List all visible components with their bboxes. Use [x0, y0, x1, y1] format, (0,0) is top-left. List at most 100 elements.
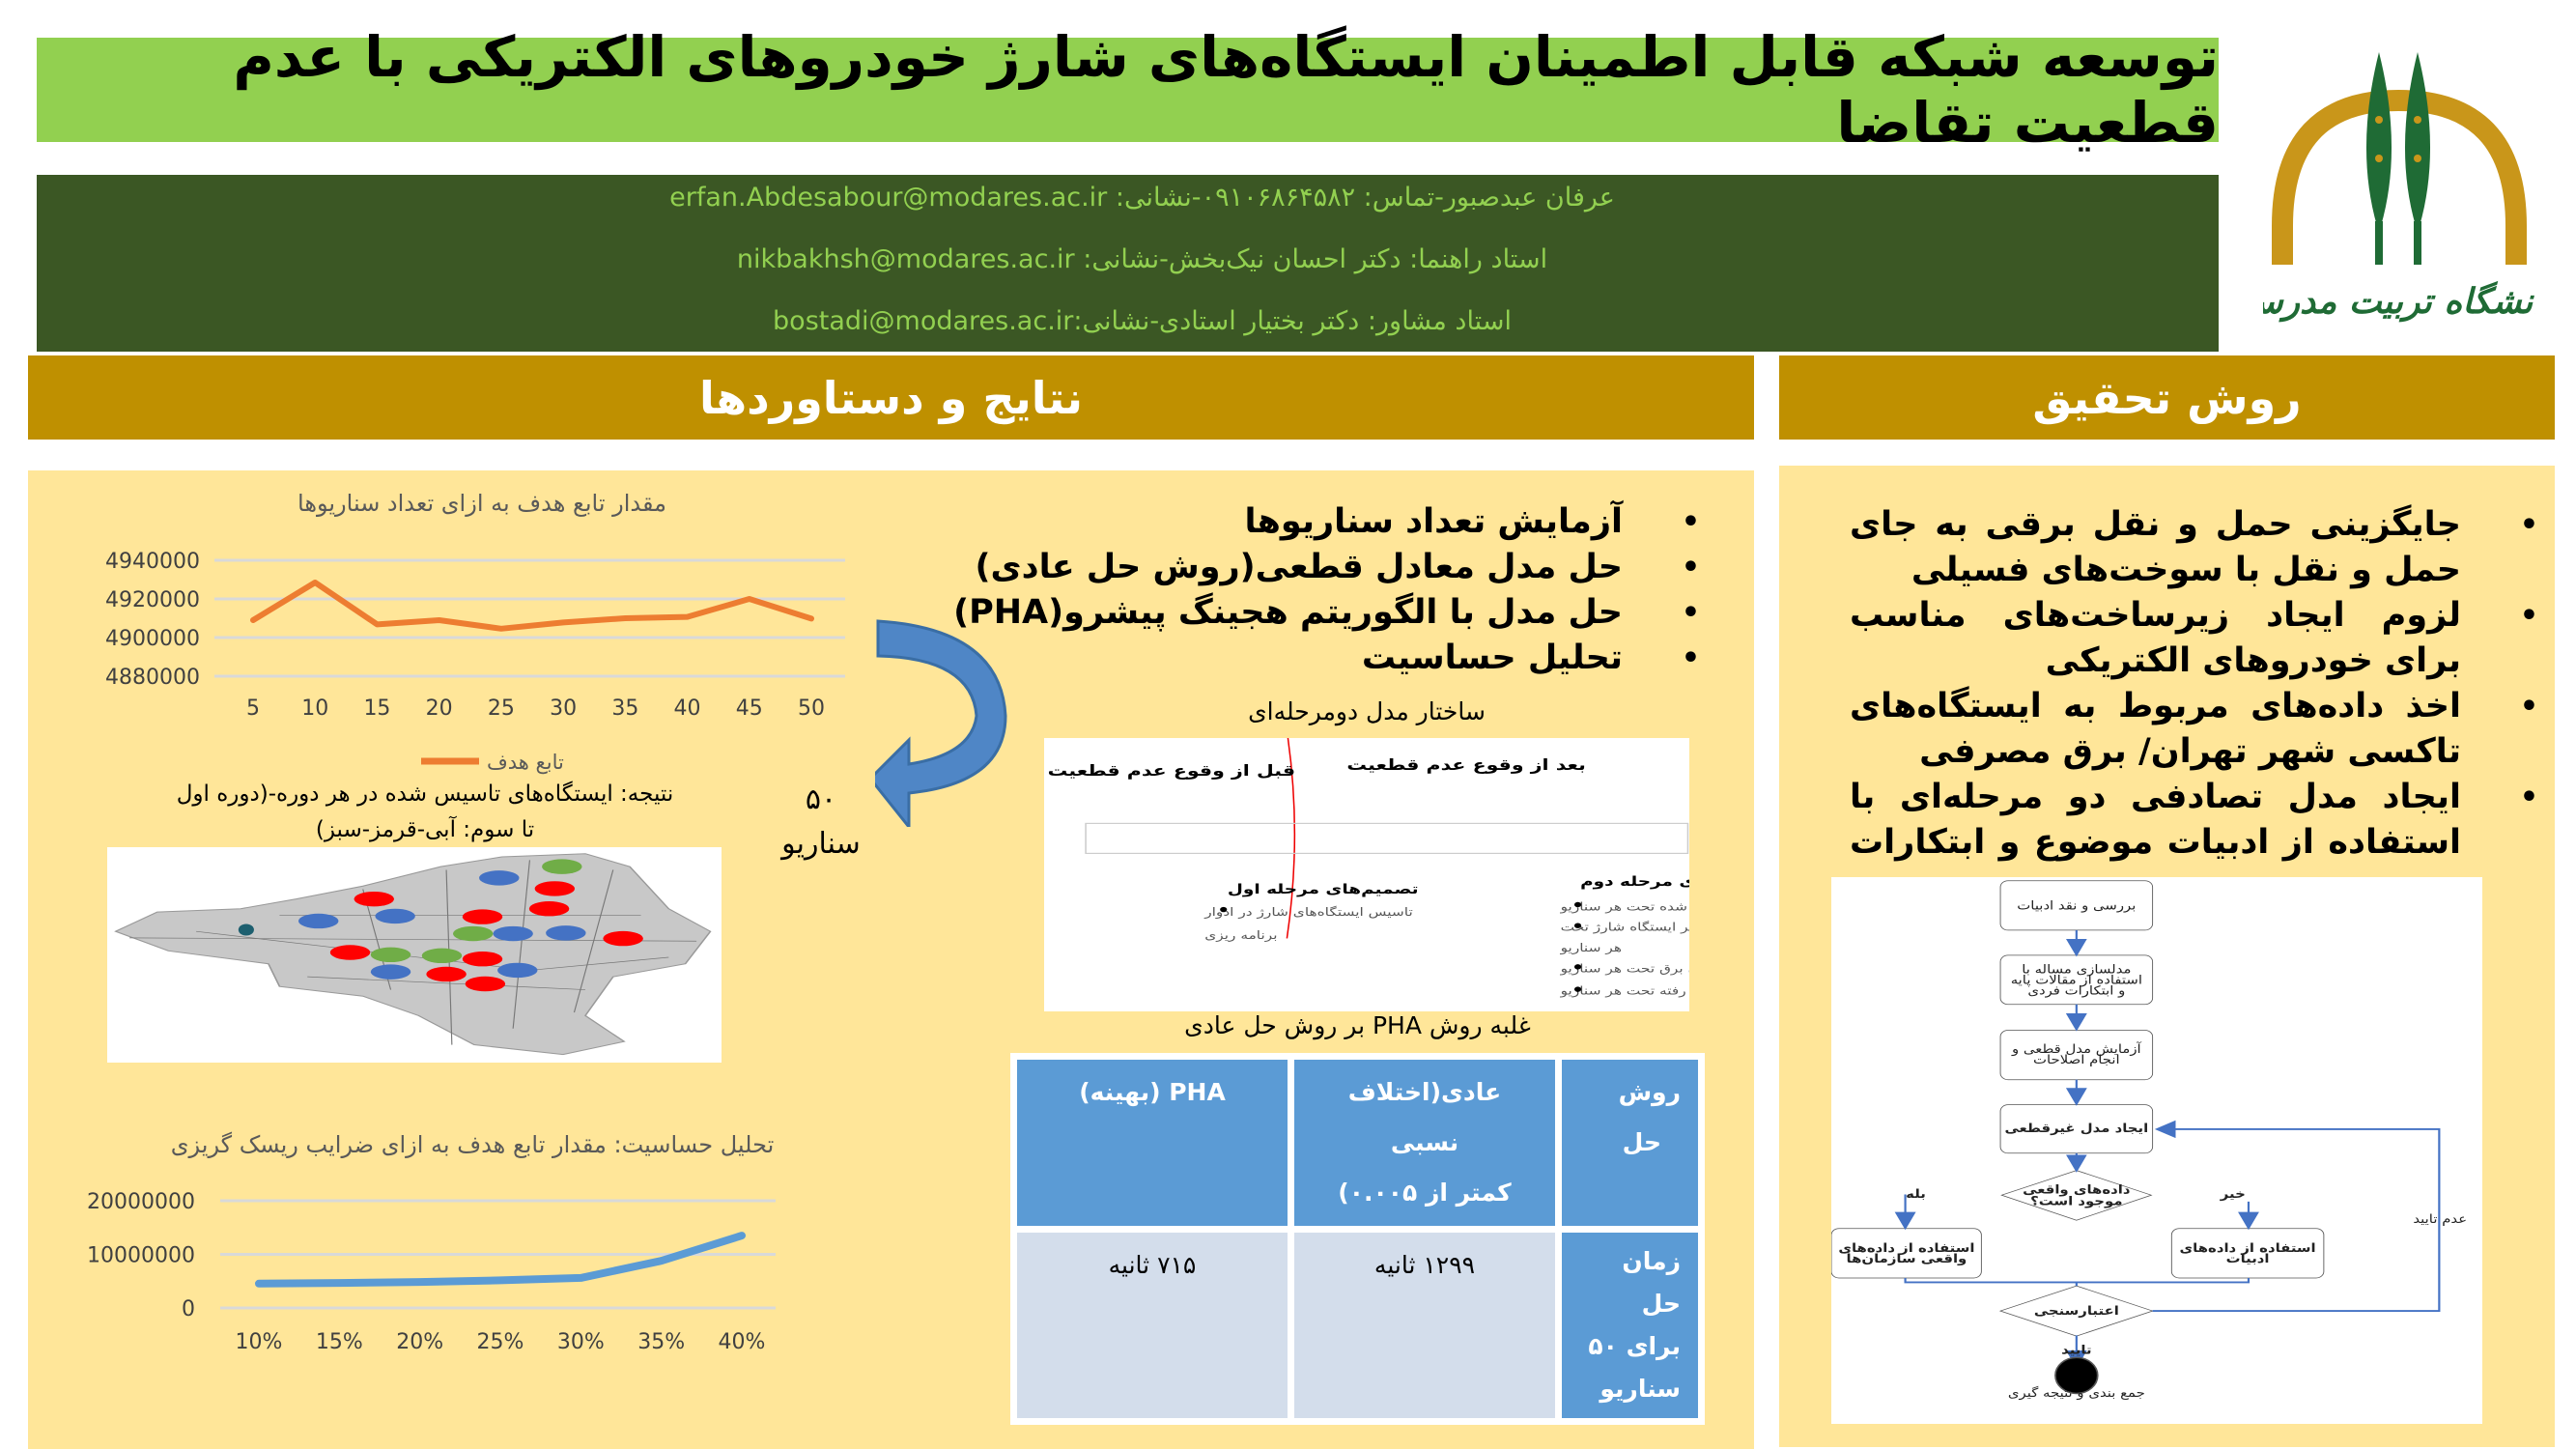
station-marker — [462, 951, 503, 967]
poster-title-bar: توسعه شبکه قابل اطمینان ایستگاه‌های شارژ… — [37, 24, 2220, 156]
sensitivity-chart: تحلیل حساسیت: مقدار تابع هدف به ازای ضرا… — [87, 1131, 776, 1354]
method-bullets: جایگزینی حمل و نقل برقی به جای حمل و نقل… — [1850, 502, 2538, 911]
flow-right-box: ادبیات — [2226, 1252, 2270, 1266]
station-marker — [534, 881, 576, 896]
x-tick-label: 25 — [488, 696, 515, 721]
x-tick-label: 45 — [736, 696, 763, 721]
series-line — [250, 580, 814, 632]
x-tick-label: 20 — [426, 696, 453, 721]
stage2-item: جریان پوشش داده شده تحت هر سناریو — [1559, 900, 1689, 914]
x-tick-label: 10 — [301, 696, 328, 721]
flow-accept: تایید — [2061, 1344, 2091, 1358]
tehran-stations-map — [107, 847, 722, 1063]
flow-reject: عدم تایید — [2413, 1212, 2467, 1227]
x-tick-label: 35% — [637, 1330, 685, 1354]
table-header-row: PHA (بهینه) عادی(اختلاف نسبی کمتر از ۰.۰۰… — [1010, 1053, 1705, 1233]
station-marker — [375, 908, 415, 924]
data-point — [686, 615, 689, 618]
data-point — [376, 623, 379, 626]
y-tick-label: 0 — [182, 1297, 195, 1321]
x-tick-label: 50 — [798, 696, 825, 721]
flow-step: ایجاد مدل غیرقطعی — [2004, 1122, 2148, 1136]
x-tick-label: 20% — [396, 1330, 443, 1354]
data-point — [418, 1281, 421, 1284]
author-info-panel: عرفان عبدصبور-تماس: ۰۹۱۰۶۸۶۴۵۸۲-نشانی: e… — [37, 175, 2219, 352]
data-point — [741, 1235, 743, 1237]
station-marker — [546, 925, 586, 941]
flow-step: و ابتکارات فردی — [2027, 984, 2125, 999]
before-uncertainty-label: قبل از وقوع عدم قطعیت — [1048, 762, 1295, 780]
station-marker — [542, 859, 582, 874]
data-point — [624, 617, 627, 619]
station-marker — [329, 945, 371, 960]
results-bullet: حل مدل معادل قطعی(روش حل عادی) — [953, 545, 1700, 590]
stage1-item: تاسیس ایستگاه‌های شارژ در ادوار — [1203, 905, 1413, 919]
x-tick-label: 5 — [246, 696, 260, 721]
table-caption: غلبه روش PHA بر روش حل عادی — [1184, 1011, 1531, 1039]
y-tick-label: 4880000 — [105, 666, 200, 690]
supervisor-line: استاد راهنما: دکتر احسان نیک‌بخش-نشانی: … — [736, 244, 1548, 274]
legend-label: تابع هدف — [487, 751, 564, 774]
header-pha: PHA (بهینه) — [1010, 1053, 1294, 1233]
x-tick-label: 10% — [236, 1330, 283, 1354]
station-marker — [479, 870, 520, 886]
results-bullet: حل مدل با الگوریتم هجینگ پیشرو(PHA) — [953, 590, 1700, 636]
comparison-table: PHA (بهینه) عادی(اختلاف نسبی کمتر از ۰.۰۰… — [1010, 1053, 1705, 1425]
header-method: روش حل — [1555, 1053, 1705, 1233]
cell-pha-time: ۷۱۵ ثانیه — [1010, 1226, 1294, 1425]
data-point — [580, 1276, 582, 1279]
data-point — [314, 582, 317, 583]
y-tick-label: 10000000 — [87, 1244, 195, 1268]
data-point — [562, 621, 565, 624]
poster-title: توسعه شبکه قابل اطمینان ایستگاه‌های شارژ… — [233, 24, 2220, 156]
y-tick-label: 4920000 — [105, 588, 200, 612]
advisor-line: استاد مشاور: دکتر بختیار استادی-نشانی:bo… — [773, 306, 1512, 336]
flow-step: انجام اصلاحات — [2033, 1053, 2120, 1067]
logo-text: دانشگاه تربیت مدرس — [2263, 280, 2535, 323]
station-marker — [528, 901, 570, 917]
station-marker — [370, 947, 411, 963]
x-tick-label: 40% — [719, 1330, 766, 1354]
method-bullet: اخذ داده‌های مربوط به ایستگاه‌های تاکسی … — [1850, 684, 2538, 775]
data-point — [748, 598, 750, 600]
flow-yes: بله — [1906, 1187, 1926, 1202]
university-logo: دانشگاه تربیت مدرس — [2263, 52, 2535, 323]
data-point — [252, 619, 254, 621]
data-point — [258, 1282, 260, 1285]
method-bullet: لزوم ایجاد زیرساخت‌های مناسب برای خودروه… — [1850, 593, 2538, 684]
stage2-title: تصمیم‌های مرحله دوم — [1580, 873, 1689, 890]
results-bullet: آزمایش تعداد سناریوها — [953, 499, 1699, 545]
map-caption-line1: نتیجه: ایستگاه‌های تاسیس شده در هر دوره-… — [176, 781, 674, 807]
flow-step: بررسی و نقد ادبیات — [2017, 898, 2136, 913]
flow-step: آزمایش مدل قطعی و — [2011, 1041, 2142, 1057]
station-marker — [603, 930, 643, 947]
data-point — [338, 1282, 341, 1285]
data-point — [438, 619, 440, 621]
after-uncertainty-label: بعد از وقوع عدم قطعیت — [1346, 756, 1585, 774]
stage2-item: تقاضای از دست رفته تحت هر سناریو — [1559, 984, 1689, 998]
scenario-count: ۵۰ — [805, 782, 837, 816]
flow-validation: اعتبارسنجی — [2034, 1304, 2119, 1319]
two-stage-diagram: بعد از وقوع عدم قطعیت قبل از وقوع عدم قط… — [1044, 738, 1689, 1011]
results-bullet: تحلیل حساسیت — [953, 636, 1700, 681]
station-marker — [370, 964, 411, 980]
x-tick-label: 35 — [611, 696, 638, 721]
flow-left-box: استفاده از داده‌های — [1838, 1241, 1974, 1256]
header-normal: عادی(اختلاف نسبی کمتر از ۰.۰۰۵) — [1288, 1053, 1562, 1233]
station-marker — [297, 913, 339, 929]
flow-right-box: استفاده از داده‌های — [2180, 1241, 2316, 1256]
series-line — [255, 1232, 746, 1288]
station-marker — [493, 925, 533, 942]
data-point — [810, 617, 812, 620]
station-marker — [453, 925, 494, 942]
data-point — [660, 1260, 663, 1263]
stage2-item: هر سناریو — [1559, 942, 1621, 955]
station-marker — [465, 976, 506, 992]
flow-decision: داده‌های واقعی — [2023, 1182, 2130, 1197]
x-tick-label: 30% — [557, 1330, 605, 1354]
flow-step: استفاده از مقالات پایه — [2011, 974, 2142, 988]
stage1-title: تصمیم‌های مرحله اول — [1228, 881, 1419, 897]
method-bullet: جایگزینی حمل و نقل برقی به جای حمل و نقل… — [1850, 502, 2538, 593]
x-tick-label: 15% — [316, 1330, 363, 1354]
two-stage-caption: ساختار مدل دومرحله‌ای — [1248, 697, 1486, 725]
